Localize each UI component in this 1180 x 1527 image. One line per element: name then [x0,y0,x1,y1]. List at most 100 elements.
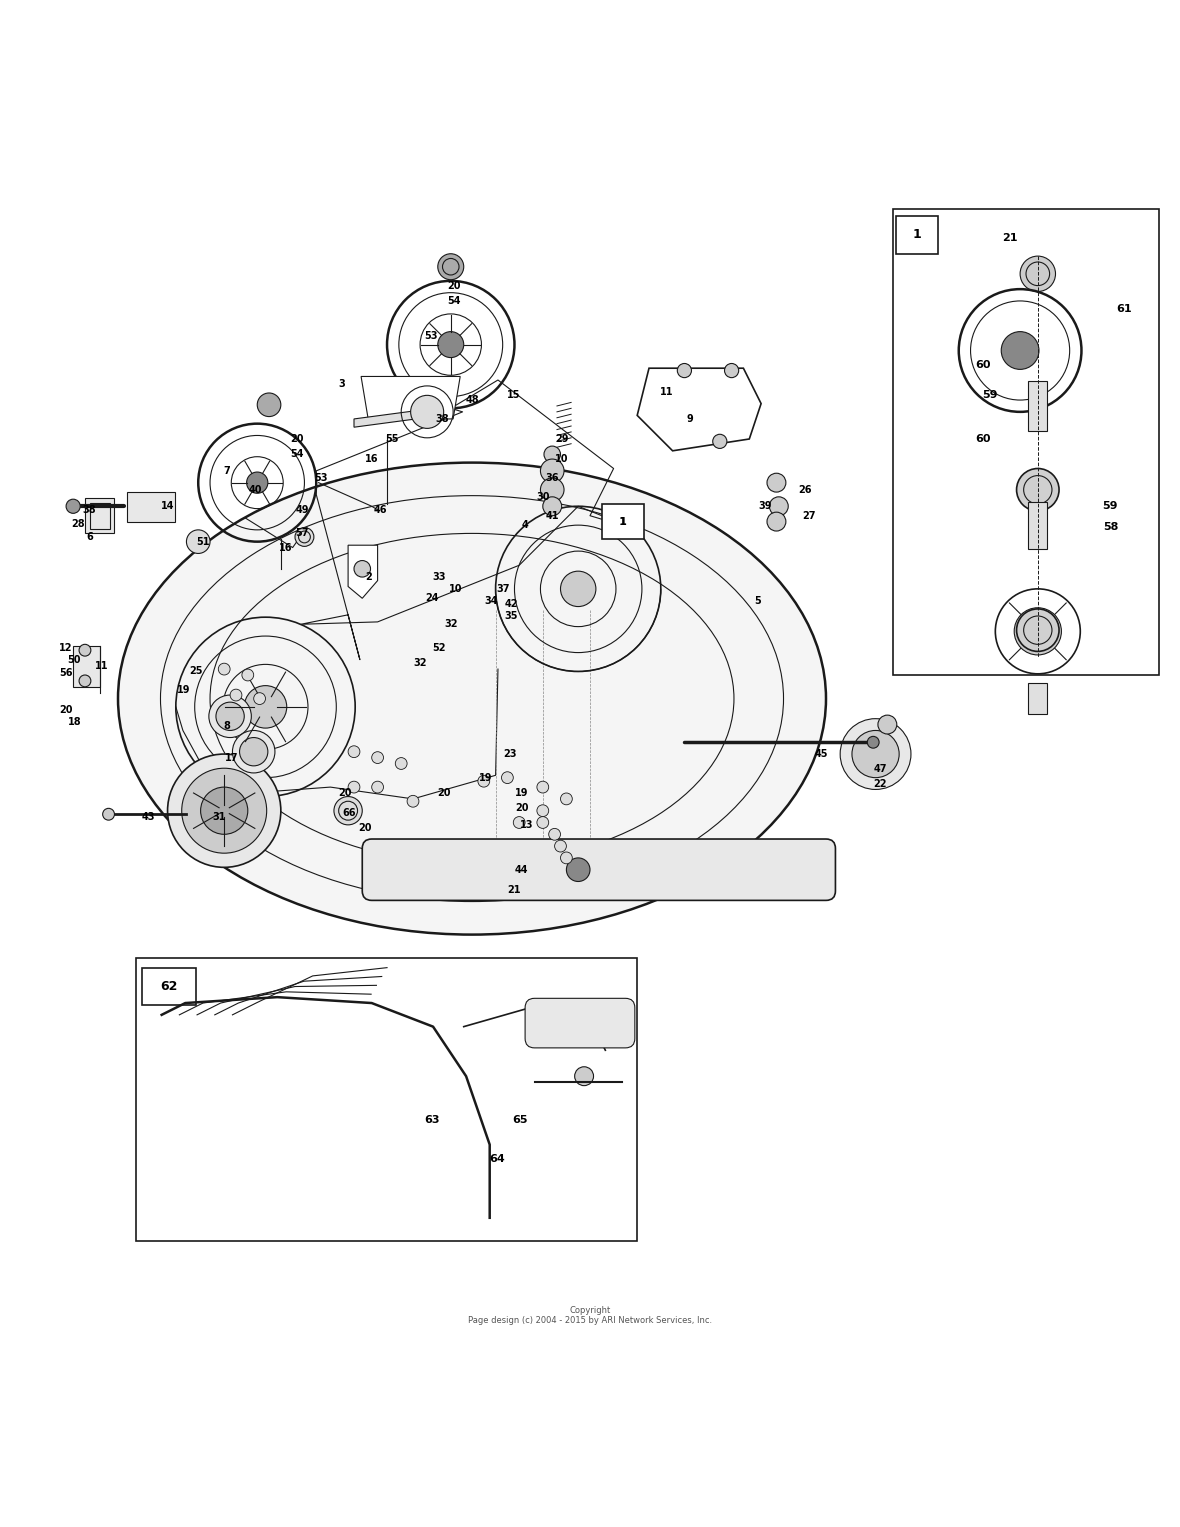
Text: 29: 29 [555,434,569,444]
Circle shape [295,527,314,547]
Text: 59: 59 [1102,501,1119,512]
Circle shape [478,776,490,786]
Text: 15: 15 [506,391,520,400]
Text: 38: 38 [435,414,450,425]
Bar [896,215,938,253]
Text: 34: 34 [484,596,498,606]
Text: 5: 5 [754,596,761,606]
Circle shape [540,478,564,501]
Text: 35: 35 [504,611,518,621]
Text: 27: 27 [802,510,817,521]
Text: 38: 38 [83,505,97,515]
Text: 1: 1 [620,516,627,527]
Circle shape [186,530,210,553]
Text: 56: 56 [59,667,73,678]
Text: 64: 64 [489,1154,505,1164]
Text: 20: 20 [514,803,529,814]
Circle shape [182,768,267,854]
Text: 6: 6 [86,531,93,542]
Circle shape [544,446,560,463]
Circle shape [242,669,254,681]
Text: 49: 49 [295,505,309,515]
Circle shape [232,730,275,773]
Circle shape [725,363,739,377]
Circle shape [713,434,727,449]
Text: 7: 7 [223,466,230,476]
Text: 19: 19 [514,788,529,799]
Ellipse shape [118,463,826,935]
Text: 11: 11 [660,386,674,397]
Circle shape [334,797,362,825]
FancyBboxPatch shape [525,999,635,1048]
Text: 47: 47 [873,765,887,774]
Text: 63: 63 [424,1115,440,1125]
Bar [90,502,110,528]
Circle shape [257,392,281,417]
Text: 54: 54 [290,449,304,460]
Circle shape [230,689,242,701]
Text: 26: 26 [798,484,812,495]
Text: 43: 43 [142,811,156,822]
Circle shape [1020,257,1056,292]
Text: 10: 10 [555,454,569,464]
Bar [142,968,196,1005]
Text: 33: 33 [432,573,446,582]
Text: 53: 53 [314,473,328,483]
Circle shape [560,571,596,606]
Text: 32: 32 [444,620,458,629]
Circle shape [540,460,564,483]
Circle shape [537,817,549,829]
Text: 20: 20 [337,788,352,799]
Bar [893,209,1159,675]
Text: 18: 18 [67,718,81,727]
Bar [1029,382,1048,431]
Text: 8: 8 [223,721,230,731]
Circle shape [677,363,691,377]
Text: 32: 32 [413,658,427,669]
Circle shape [1001,331,1038,370]
Text: 58: 58 [1102,522,1119,533]
Circle shape [513,817,525,829]
Circle shape [244,686,287,728]
Text: 11: 11 [94,661,109,670]
Circle shape [767,512,786,531]
Polygon shape [637,368,761,450]
Text: 41: 41 [545,510,559,521]
Text: Copyright
Page design (c) 2004 - 2015 by ARI Network Services, Inc.: Copyright Page design (c) 2004 - 2015 by… [468,1306,712,1325]
Polygon shape [348,545,378,599]
Bar [85,498,114,533]
Circle shape [840,719,911,789]
Text: 53: 53 [424,331,438,342]
Text: 19: 19 [479,773,493,783]
Circle shape [372,782,384,793]
Text: 40: 40 [248,484,262,495]
Circle shape [566,858,590,881]
Text: 65: 65 [512,1115,529,1125]
Circle shape [438,253,464,279]
Circle shape [216,702,244,730]
Text: 36: 36 [545,473,559,483]
Circle shape [66,499,80,513]
Text: 52: 52 [432,643,446,654]
Circle shape [254,693,266,704]
Text: 21: 21 [507,884,522,895]
Text: 16: 16 [365,454,379,464]
Text: 60: 60 [975,434,991,444]
Text: 45: 45 [814,750,828,759]
Text: 25: 25 [189,666,203,676]
Circle shape [1015,608,1062,655]
Text: 19: 19 [177,686,191,695]
Circle shape [168,754,281,867]
Circle shape [209,695,251,738]
Circle shape [560,852,572,864]
Text: 13: 13 [519,820,533,829]
Text: 55: 55 [385,434,399,444]
Text: 23: 23 [503,750,517,759]
Text: 3: 3 [339,379,346,388]
Text: 50: 50 [67,655,81,664]
Polygon shape [73,646,100,687]
Circle shape [247,472,268,493]
Circle shape [395,757,407,770]
Text: 2: 2 [365,573,372,582]
Text: 20: 20 [290,434,304,444]
